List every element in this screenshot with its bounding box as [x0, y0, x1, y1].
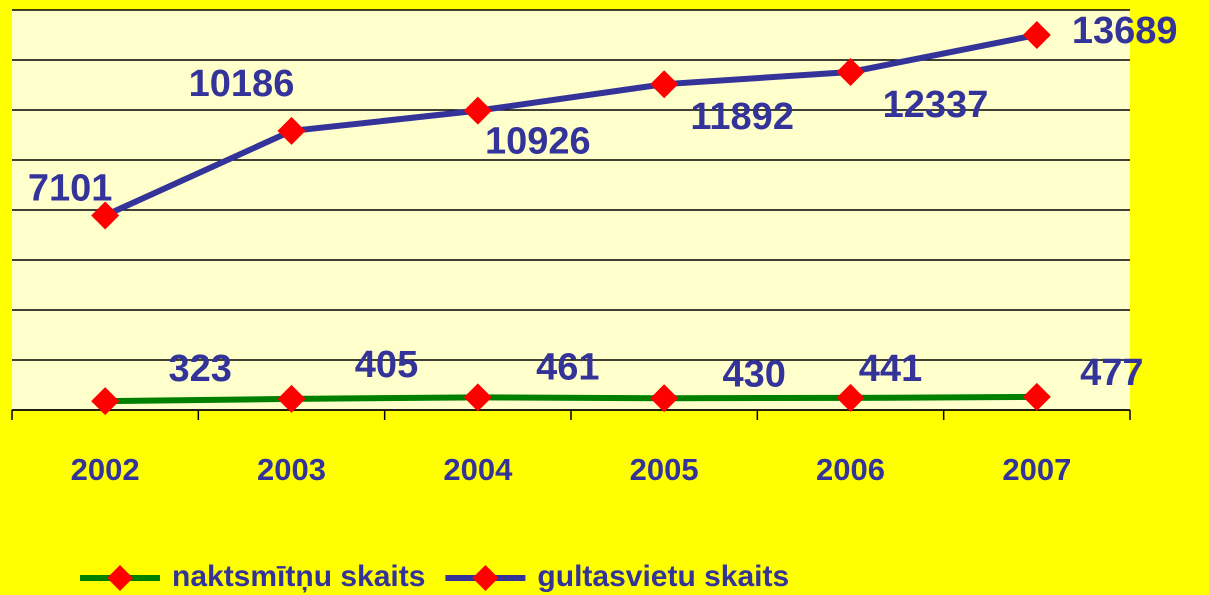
data-label: 10926 — [485, 121, 591, 163]
data-label: 12337 — [883, 84, 989, 126]
series-line — [103, 32, 1038, 219]
x-tick-label: 2002 — [71, 452, 140, 487]
marker — [650, 384, 679, 413]
data-label: 430 — [722, 353, 785, 395]
data-label: 461 — [536, 346, 599, 388]
marker — [1022, 382, 1051, 411]
marker — [277, 384, 306, 413]
marker — [91, 201, 120, 230]
marker — [1022, 20, 1051, 49]
x-tick-label: 2004 — [443, 452, 513, 487]
series-line — [105, 393, 1037, 405]
data-label: 11892 — [690, 96, 794, 138]
data-label: 7101 — [28, 167, 113, 209]
x-tick-label: 2007 — [1002, 452, 1071, 487]
marker — [91, 387, 120, 416]
x-tick-label: 2005 — [630, 452, 699, 487]
data-label: 10186 — [189, 63, 295, 105]
legend-label: gultasvietu skaits — [537, 560, 789, 593]
marker — [463, 383, 492, 412]
marker — [463, 96, 492, 125]
data-label: 323 — [168, 348, 231, 390]
legend-marker — [472, 565, 499, 591]
marker — [836, 58, 865, 86]
x-tick-label: 2003 — [257, 452, 326, 487]
legend-label: naktsmītņu skaits — [172, 560, 425, 593]
x-tick-label: 2006 — [816, 452, 885, 487]
data-label: 441 — [859, 348, 922, 390]
marker — [277, 116, 306, 145]
data-label: 13689 — [1072, 10, 1178, 52]
marker — [836, 383, 865, 412]
data-label: 405 — [355, 344, 418, 386]
legend-marker — [107, 565, 133, 591]
data-label: 477 — [1080, 352, 1143, 394]
marker — [650, 70, 679, 99]
